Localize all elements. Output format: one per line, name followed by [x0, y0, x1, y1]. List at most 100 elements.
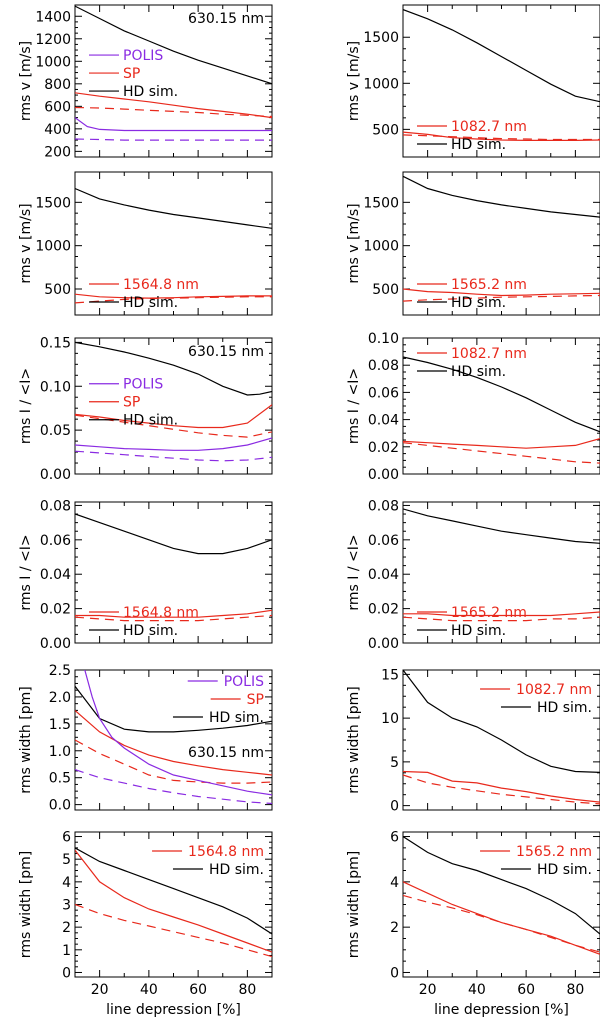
y-tick-label: 6 [390, 830, 399, 846]
y-tick-label: 0.08 [368, 358, 399, 374]
y-axis-label: rms I / <I> [18, 368, 34, 444]
legend-label: 1565.2 nm [451, 605, 527, 621]
legend-label: 1564.8 nm [123, 277, 199, 293]
series-line [75, 709, 272, 776]
y-tick-label: 2 [390, 920, 399, 936]
legend-label: HD sim. [451, 137, 506, 153]
y-tick-label: 1000 [363, 239, 399, 255]
y-tick-label: 1.5 [49, 717, 71, 733]
series-line [75, 614, 272, 622]
y-tick-label: 10 [381, 711, 399, 727]
y-tick-label: 2 [62, 920, 71, 936]
y-tick-label: 1500 [363, 195, 399, 211]
panel-title: 630.15 nm [188, 745, 264, 761]
y-axis-label: rms width [pm] [346, 851, 362, 958]
series-line [403, 894, 600, 953]
series-line [403, 294, 600, 302]
y-tick-label: 1000 [363, 76, 399, 92]
legend-label: HD sim. [123, 623, 178, 639]
series-group [75, 187, 272, 304]
series-line [75, 5, 272, 85]
series-line [75, 138, 272, 141]
legend-label: HD sim. [537, 862, 592, 878]
legend-label: 1082.7 nm [516, 682, 592, 698]
legend-label: POLIS [123, 48, 163, 64]
y-axis-label: rms width [pm] [346, 686, 362, 793]
y-tick-label: 15 [381, 667, 399, 683]
legend-label: HD sim. [209, 862, 264, 878]
legend-label: 1564.8 nm [123, 605, 199, 621]
plot-frame [74, 4, 273, 158]
series-line [75, 609, 272, 618]
y-tick-label: 0.02 [368, 602, 399, 618]
x-tick-label: 40 [468, 982, 486, 998]
y-tick-label: 5 [390, 755, 399, 771]
x-tick-label: 40 [140, 982, 158, 998]
panel-p7: 0.00 0.02 0.04 0.06 0.08 rms I / <I> 1564.8 nm… [18, 498, 273, 652]
series-group [403, 670, 600, 805]
y-tick-label: 1500 [363, 30, 399, 46]
y-tick-label: 0.15 [40, 335, 71, 351]
plot-frame [74, 171, 273, 316]
series-line [84, 670, 272, 796]
series-line [75, 769, 272, 805]
x-tick-label: 80 [238, 982, 256, 998]
legend-label: HD sim. [123, 413, 178, 429]
series-group [75, 670, 272, 805]
panel-p8: 0.00 0.02 0.04 0.06 0.08 rms I / <I> 1565.2 nm… [346, 498, 600, 652]
y-tick-label: 800 [44, 77, 71, 93]
y-tick-label: 1200 [35, 32, 71, 48]
legend-label: SP [123, 66, 140, 82]
series-line [403, 616, 600, 622]
panel-p11: 0 1 2 3 4 5 6 rms width [pm] 20 40 60 80 line depres… [18, 830, 273, 1018]
series-line [403, 9, 600, 103]
legend-label: 1565.2 nm [451, 277, 527, 293]
y-tick-label: 1000 [35, 54, 71, 70]
series-line [403, 356, 600, 433]
legend-label: 1565.2 nm [516, 844, 592, 860]
x-tick-label: 60 [189, 982, 207, 998]
y-tick-label: 3 [62, 898, 71, 914]
y-tick-label: 0.10 [368, 331, 399, 347]
y-tick-label: 0.04 [40, 567, 71, 583]
series-line [403, 774, 600, 805]
series-group [75, 5, 272, 141]
y-tick-label: 0.00 [368, 636, 399, 652]
y-tick-label: 0.06 [368, 533, 399, 549]
panel-p12: 0 2 4 6 rms width [pm] 20 40 60 80 line depressio… [346, 830, 600, 1018]
y-tick-label: 0 [390, 965, 399, 981]
series-line [75, 903, 272, 958]
y-tick-label: 0.06 [368, 385, 399, 401]
y-tick-label: 1500 [35, 195, 71, 211]
plot-frame [402, 501, 600, 644]
series-line [75, 739, 272, 784]
y-axis-label: rms I / <I> [346, 368, 362, 444]
series-group [403, 508, 600, 622]
series-group [403, 175, 600, 302]
y-tick-label: 4 [390, 875, 399, 891]
legend-label: 1082.7 nm [451, 119, 527, 135]
panel-title: 630.15 nm [188, 344, 264, 360]
series-line [75, 92, 272, 119]
y-tick-label: 0.02 [368, 440, 399, 456]
legend-label: HD sim. [123, 84, 178, 100]
series-line [403, 438, 600, 449]
legend-label: HD sim. [451, 623, 506, 639]
series-line [403, 442, 600, 464]
y-tick-label: 0 [390, 799, 399, 815]
y-tick-label: 0.08 [368, 498, 399, 514]
series-line [75, 341, 272, 396]
series-line [75, 450, 272, 462]
x-axis-label: line depression [%] [434, 1002, 569, 1018]
series-line [75, 849, 272, 953]
series-line [75, 847, 272, 935]
y-axis-label: rms v [m/s] [18, 41, 34, 121]
y-tick-label: 1 [62, 943, 71, 959]
y-tick-label: 0.04 [368, 413, 399, 429]
series-line [75, 437, 272, 451]
y-tick-label: 0.02 [40, 602, 71, 618]
series-line [403, 770, 600, 803]
y-tick-label: 500 [372, 122, 399, 138]
series-line [403, 611, 600, 617]
